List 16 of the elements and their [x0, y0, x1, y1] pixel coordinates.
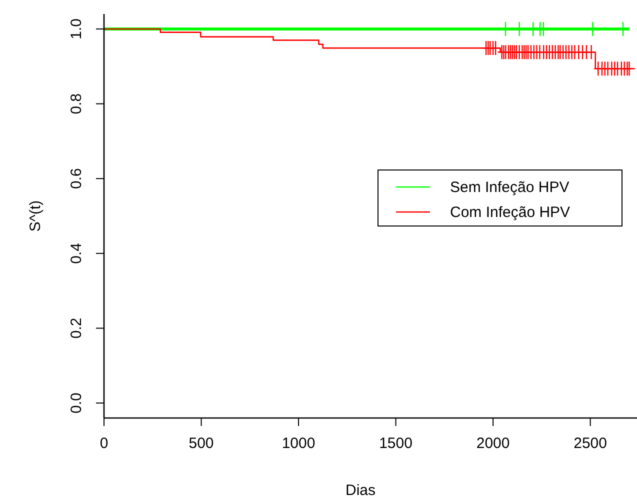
x-tick-label: 1500 [379, 435, 412, 452]
y-tick-label: 0.4 [68, 242, 85, 264]
x-tick-label: 1000 [282, 435, 316, 452]
y-tick-label: 0.0 [68, 392, 85, 414]
x-tick-label: 500 [188, 435, 214, 452]
legend-label: Com Infeção HPV [450, 204, 570, 221]
y-axis-title: S^(t) [27, 200, 44, 232]
y-tick-label: 1.0 [68, 18, 85, 40]
legend-label: Sem Infeção HPV [450, 179, 570, 196]
y-tick-label: 0.8 [68, 93, 85, 114]
x-axis-title: Dias [345, 482, 376, 499]
y-tick-label: 0.2 [68, 318, 85, 339]
x-tick-label: 2000 [476, 435, 510, 452]
x-tick-label: 0 [100, 435, 108, 452]
x-tick-label: 2500 [574, 435, 607, 452]
y-tick-label: 0.6 [68, 168, 85, 190]
